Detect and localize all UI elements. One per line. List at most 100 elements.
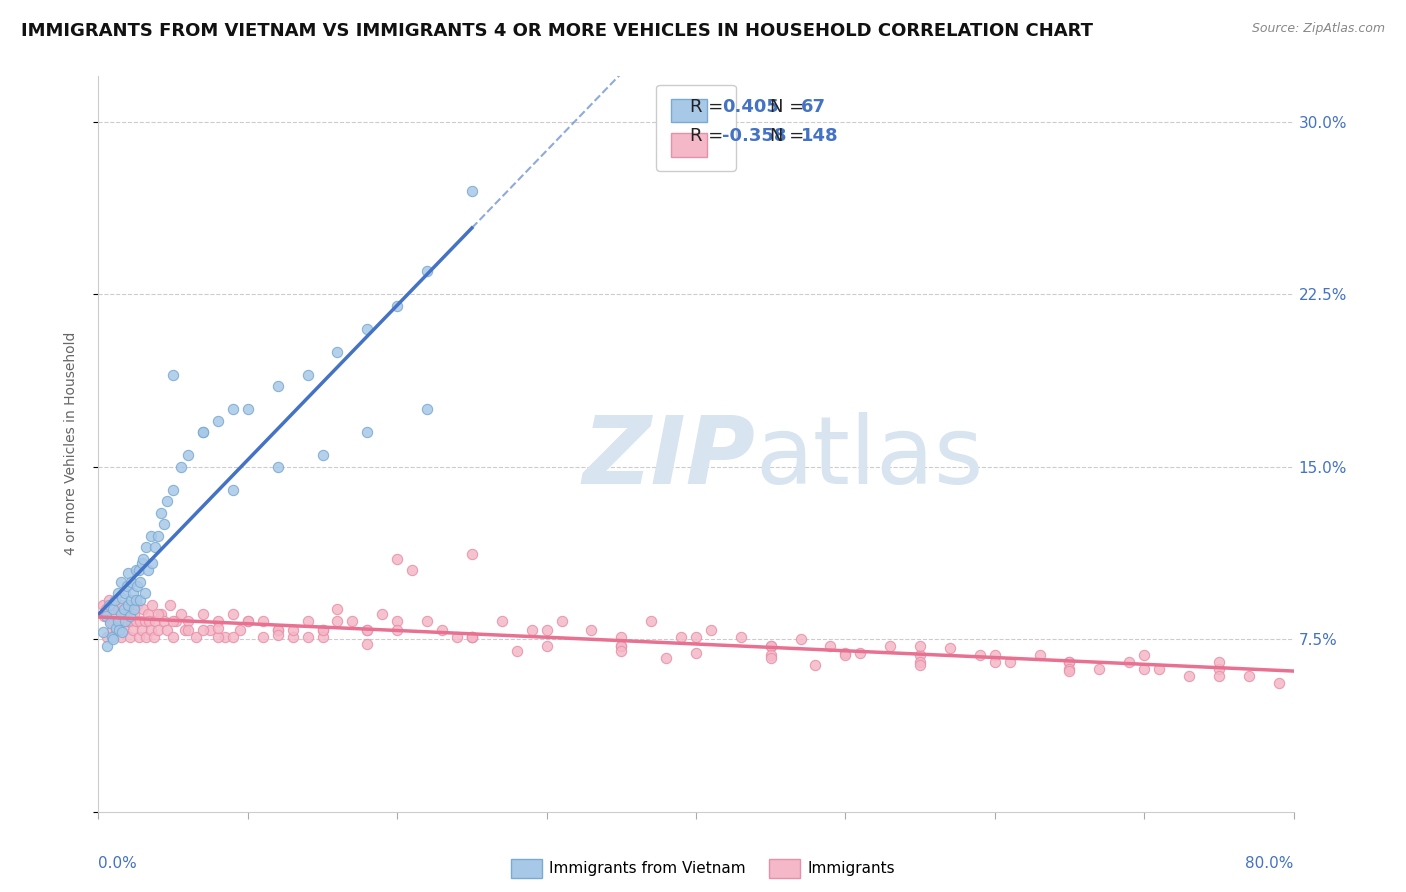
Point xyxy=(640,614,662,628)
Point xyxy=(162,483,184,497)
Point xyxy=(124,607,146,621)
Point xyxy=(908,648,931,663)
Point xyxy=(101,623,124,637)
Point xyxy=(1118,655,1140,669)
Point xyxy=(356,623,378,637)
Point xyxy=(908,657,931,672)
Point xyxy=(134,586,156,600)
Point xyxy=(326,614,349,628)
Text: IMMIGRANTS FROM VIETNAM VS IMMIGRANTS 4 OR MORE VEHICLES IN HOUSEHOLD CORRELATIO: IMMIGRANTS FROM VIETNAM VS IMMIGRANTS 4 … xyxy=(21,22,1092,40)
Point xyxy=(191,425,214,440)
Point xyxy=(111,614,134,628)
Point xyxy=(834,648,856,663)
Text: -0.358: -0.358 xyxy=(723,128,787,145)
Point xyxy=(1059,655,1081,669)
Legend: , : , xyxy=(657,85,735,171)
Point xyxy=(1088,662,1111,676)
Point xyxy=(342,614,364,628)
Point xyxy=(159,598,181,612)
Point xyxy=(97,598,120,612)
Point xyxy=(110,630,132,644)
Point xyxy=(1267,676,1289,690)
Point xyxy=(610,644,633,658)
Point xyxy=(385,299,409,313)
Point xyxy=(143,541,166,555)
Point xyxy=(491,614,513,628)
Point xyxy=(610,630,633,644)
Point xyxy=(124,602,146,616)
Point xyxy=(110,607,132,621)
Point xyxy=(236,614,259,628)
Text: atlas: atlas xyxy=(756,412,984,505)
Y-axis label: 4 or more Vehicles in Household: 4 or more Vehicles in Household xyxy=(63,332,77,556)
Point xyxy=(789,632,811,647)
Point xyxy=(834,646,856,660)
Point xyxy=(191,607,214,621)
Point xyxy=(461,547,484,561)
Point xyxy=(162,630,184,644)
Point xyxy=(125,563,148,577)
Text: Source: ZipAtlas.com: Source: ZipAtlas.com xyxy=(1251,22,1385,36)
Point xyxy=(162,614,184,628)
Point xyxy=(1059,662,1081,676)
Point xyxy=(120,574,142,589)
Point xyxy=(311,448,333,462)
Point xyxy=(131,557,153,571)
Point xyxy=(416,614,439,628)
Point xyxy=(879,639,901,653)
Point xyxy=(111,625,134,640)
Point xyxy=(91,598,114,612)
Point xyxy=(849,646,872,660)
Point xyxy=(148,607,170,621)
Point xyxy=(115,579,138,593)
Text: 148: 148 xyxy=(801,128,839,145)
Point xyxy=(1059,665,1081,679)
Point xyxy=(138,614,160,628)
Point xyxy=(1208,662,1230,676)
Point xyxy=(207,414,229,428)
Point xyxy=(267,379,290,393)
Point xyxy=(135,541,157,555)
Point xyxy=(115,614,138,628)
Point xyxy=(108,623,131,637)
Point xyxy=(222,607,245,621)
Point xyxy=(685,630,707,644)
Point xyxy=(128,563,150,577)
Point xyxy=(177,448,200,462)
Point xyxy=(506,644,529,658)
Point xyxy=(252,630,274,644)
Text: 0.0%: 0.0% xyxy=(98,856,138,871)
Point xyxy=(143,614,166,628)
Point xyxy=(129,574,152,589)
Point xyxy=(128,630,150,644)
Point xyxy=(446,630,468,644)
Point xyxy=(416,264,439,278)
Point xyxy=(136,607,159,621)
Point xyxy=(1208,669,1230,683)
Point xyxy=(96,630,118,644)
Point xyxy=(118,630,141,644)
Point xyxy=(222,483,245,497)
Point xyxy=(759,650,782,665)
Point xyxy=(191,425,214,440)
Point xyxy=(356,637,378,651)
Point xyxy=(121,623,143,637)
Point xyxy=(759,639,782,653)
Point xyxy=(177,623,200,637)
Point xyxy=(984,648,1007,663)
Point xyxy=(520,623,543,637)
Point xyxy=(222,630,245,644)
Point xyxy=(104,607,127,621)
Point xyxy=(311,623,333,637)
Point xyxy=(105,623,128,637)
Point xyxy=(610,639,633,653)
Point xyxy=(156,494,179,508)
Point xyxy=(93,609,115,624)
Text: R =: R = xyxy=(690,98,728,116)
Point xyxy=(536,623,558,637)
Point xyxy=(297,368,319,382)
Point xyxy=(150,607,173,621)
Point xyxy=(153,614,176,628)
Point xyxy=(162,368,184,382)
Point xyxy=(461,630,484,644)
